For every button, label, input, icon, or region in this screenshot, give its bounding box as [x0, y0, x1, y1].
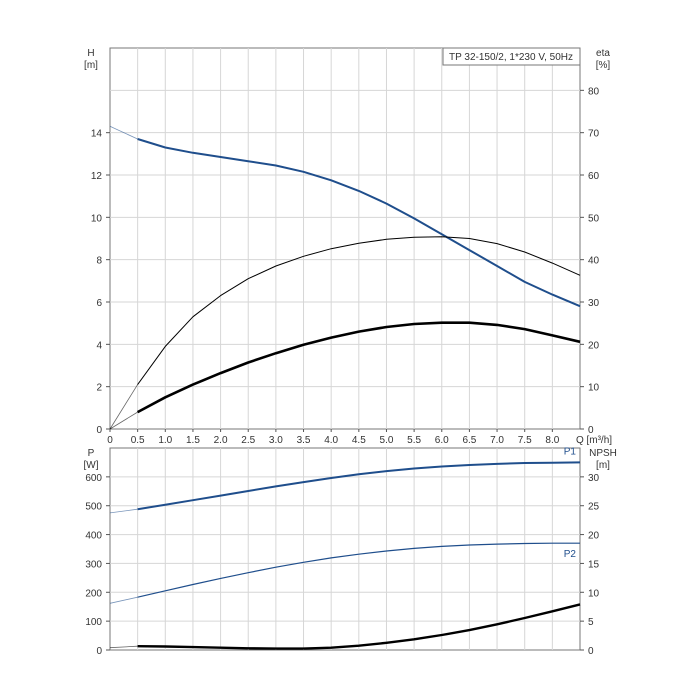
y-right-tick-label: 40 [588, 256, 600, 267]
y-left-tick-label: 4 [96, 340, 102, 351]
y-right-tick-label: 30 [588, 298, 600, 309]
y-right-tick-label: 80 [588, 86, 600, 97]
y-right-tick-label: 20 [588, 531, 600, 542]
y-right-tick-label: 25 [588, 502, 600, 513]
series-curve [137, 138, 581, 308]
y-right-axis-label: eta [596, 48, 610, 59]
x-axis-label: Q [m³/h] [576, 435, 612, 446]
x-tick-label: 2.5 [241, 435, 255, 446]
series-label: P1 [564, 446, 577, 457]
series-curve [137, 236, 581, 385]
series-curve-extension [109, 411, 138, 430]
y-right-tick-label: 10 [588, 383, 600, 394]
y-left-tick-label: 10 [91, 213, 103, 224]
y-right-tick-label: 60 [588, 171, 600, 182]
series-label: P2 [564, 549, 577, 560]
x-tick-label: 6.5 [462, 435, 476, 446]
y-right-tick-label: 10 [588, 588, 600, 599]
y-left-tick-label: 6 [96, 298, 102, 309]
y-right-axis-unit: [%] [596, 60, 611, 71]
y-right-axis-label: NPSH [589, 448, 617, 459]
chart-title: TP 32-150/2, 1*230 V, 50Hz [449, 52, 573, 63]
x-tick-label: 3.0 [269, 435, 283, 446]
series-curve-extension [109, 596, 138, 604]
series-curve [137, 542, 580, 598]
plot-frame [109, 447, 581, 651]
x-tick-label: 1.0 [158, 435, 172, 446]
title-box [442, 47, 581, 66]
y-right-tick-label: 30 [588, 473, 600, 484]
y-left-tick-label: 8 [96, 256, 102, 267]
y-left-tick-label: 500 [85, 502, 102, 513]
x-tick-label: 4.0 [324, 435, 338, 446]
y-left-tick-label: 600 [85, 473, 102, 484]
y-right-tick-label: 5 [588, 617, 594, 628]
series-curve-extension [109, 645, 138, 649]
power-npsh-panel: 0 100 200 300 400 500 600 0 5 10 15 20 25 30 P[W] NPSH[… [84, 446, 617, 657]
y-left-axis-unit: [m] [84, 60, 98, 71]
series-curve [137, 461, 581, 511]
series-curve [136, 321, 581, 414]
plot-frame [109, 47, 581, 430]
y-left-tick-label: 300 [85, 559, 102, 570]
x-tick-label: 0.5 [131, 435, 145, 446]
x-tick-label: 7.5 [518, 435, 532, 446]
y-right-tick-label: 0 [588, 646, 594, 657]
x-tick-label: 8.0 [545, 435, 559, 446]
x-tick-label: 5.5 [407, 435, 421, 446]
y-left-tick-label: 14 [91, 129, 103, 140]
y-left-tick-label: 100 [85, 617, 102, 628]
x-tick-label: 6.0 [435, 435, 449, 446]
y-left-axis-unit: [W] [84, 460, 99, 471]
x-tick-label: 3.5 [297, 435, 311, 446]
x-tick-label: 4.5 [352, 435, 366, 446]
y-right-tick-label: 20 [588, 340, 600, 351]
y-right-tick-label: 0 [588, 425, 594, 436]
y-left-tick-label: 0 [96, 425, 102, 436]
x-tick-label: 1.5 [186, 435, 200, 446]
y-left-tick-label: 12 [91, 171, 103, 182]
series-curve [137, 603, 581, 650]
y-left-tick-label: 0 [96, 646, 102, 657]
y-right-tick-label: 15 [588, 559, 600, 570]
qh-eta-panel: 0 2 4 6 8 10 12 14 0 10 20 30 40 50 60 70 80 H[m] eta[%] 0 0… [84, 47, 612, 446]
x-tick-label: 2.0 [214, 435, 228, 446]
y-right-tick-label: 70 [588, 129, 600, 140]
y-left-tick-label: 400 [85, 531, 102, 542]
x-tick-label: 0 [107, 435, 113, 446]
series-curve-extension [109, 384, 138, 430]
y-right-axis-unit: [m] [596, 460, 610, 471]
y-left-axis-label: P [88, 448, 95, 459]
x-tick-label: 7.0 [490, 435, 504, 446]
y-left-tick-label: 200 [85, 588, 102, 599]
y-right-tick-label: 50 [588, 213, 600, 224]
series-curve-extension [109, 125, 138, 140]
y-left-tick-label: 2 [96, 383, 102, 394]
x-tick-label: 5.0 [380, 435, 394, 446]
y-left-axis-label: H [87, 48, 94, 59]
series-curve-extension [109, 508, 138, 514]
